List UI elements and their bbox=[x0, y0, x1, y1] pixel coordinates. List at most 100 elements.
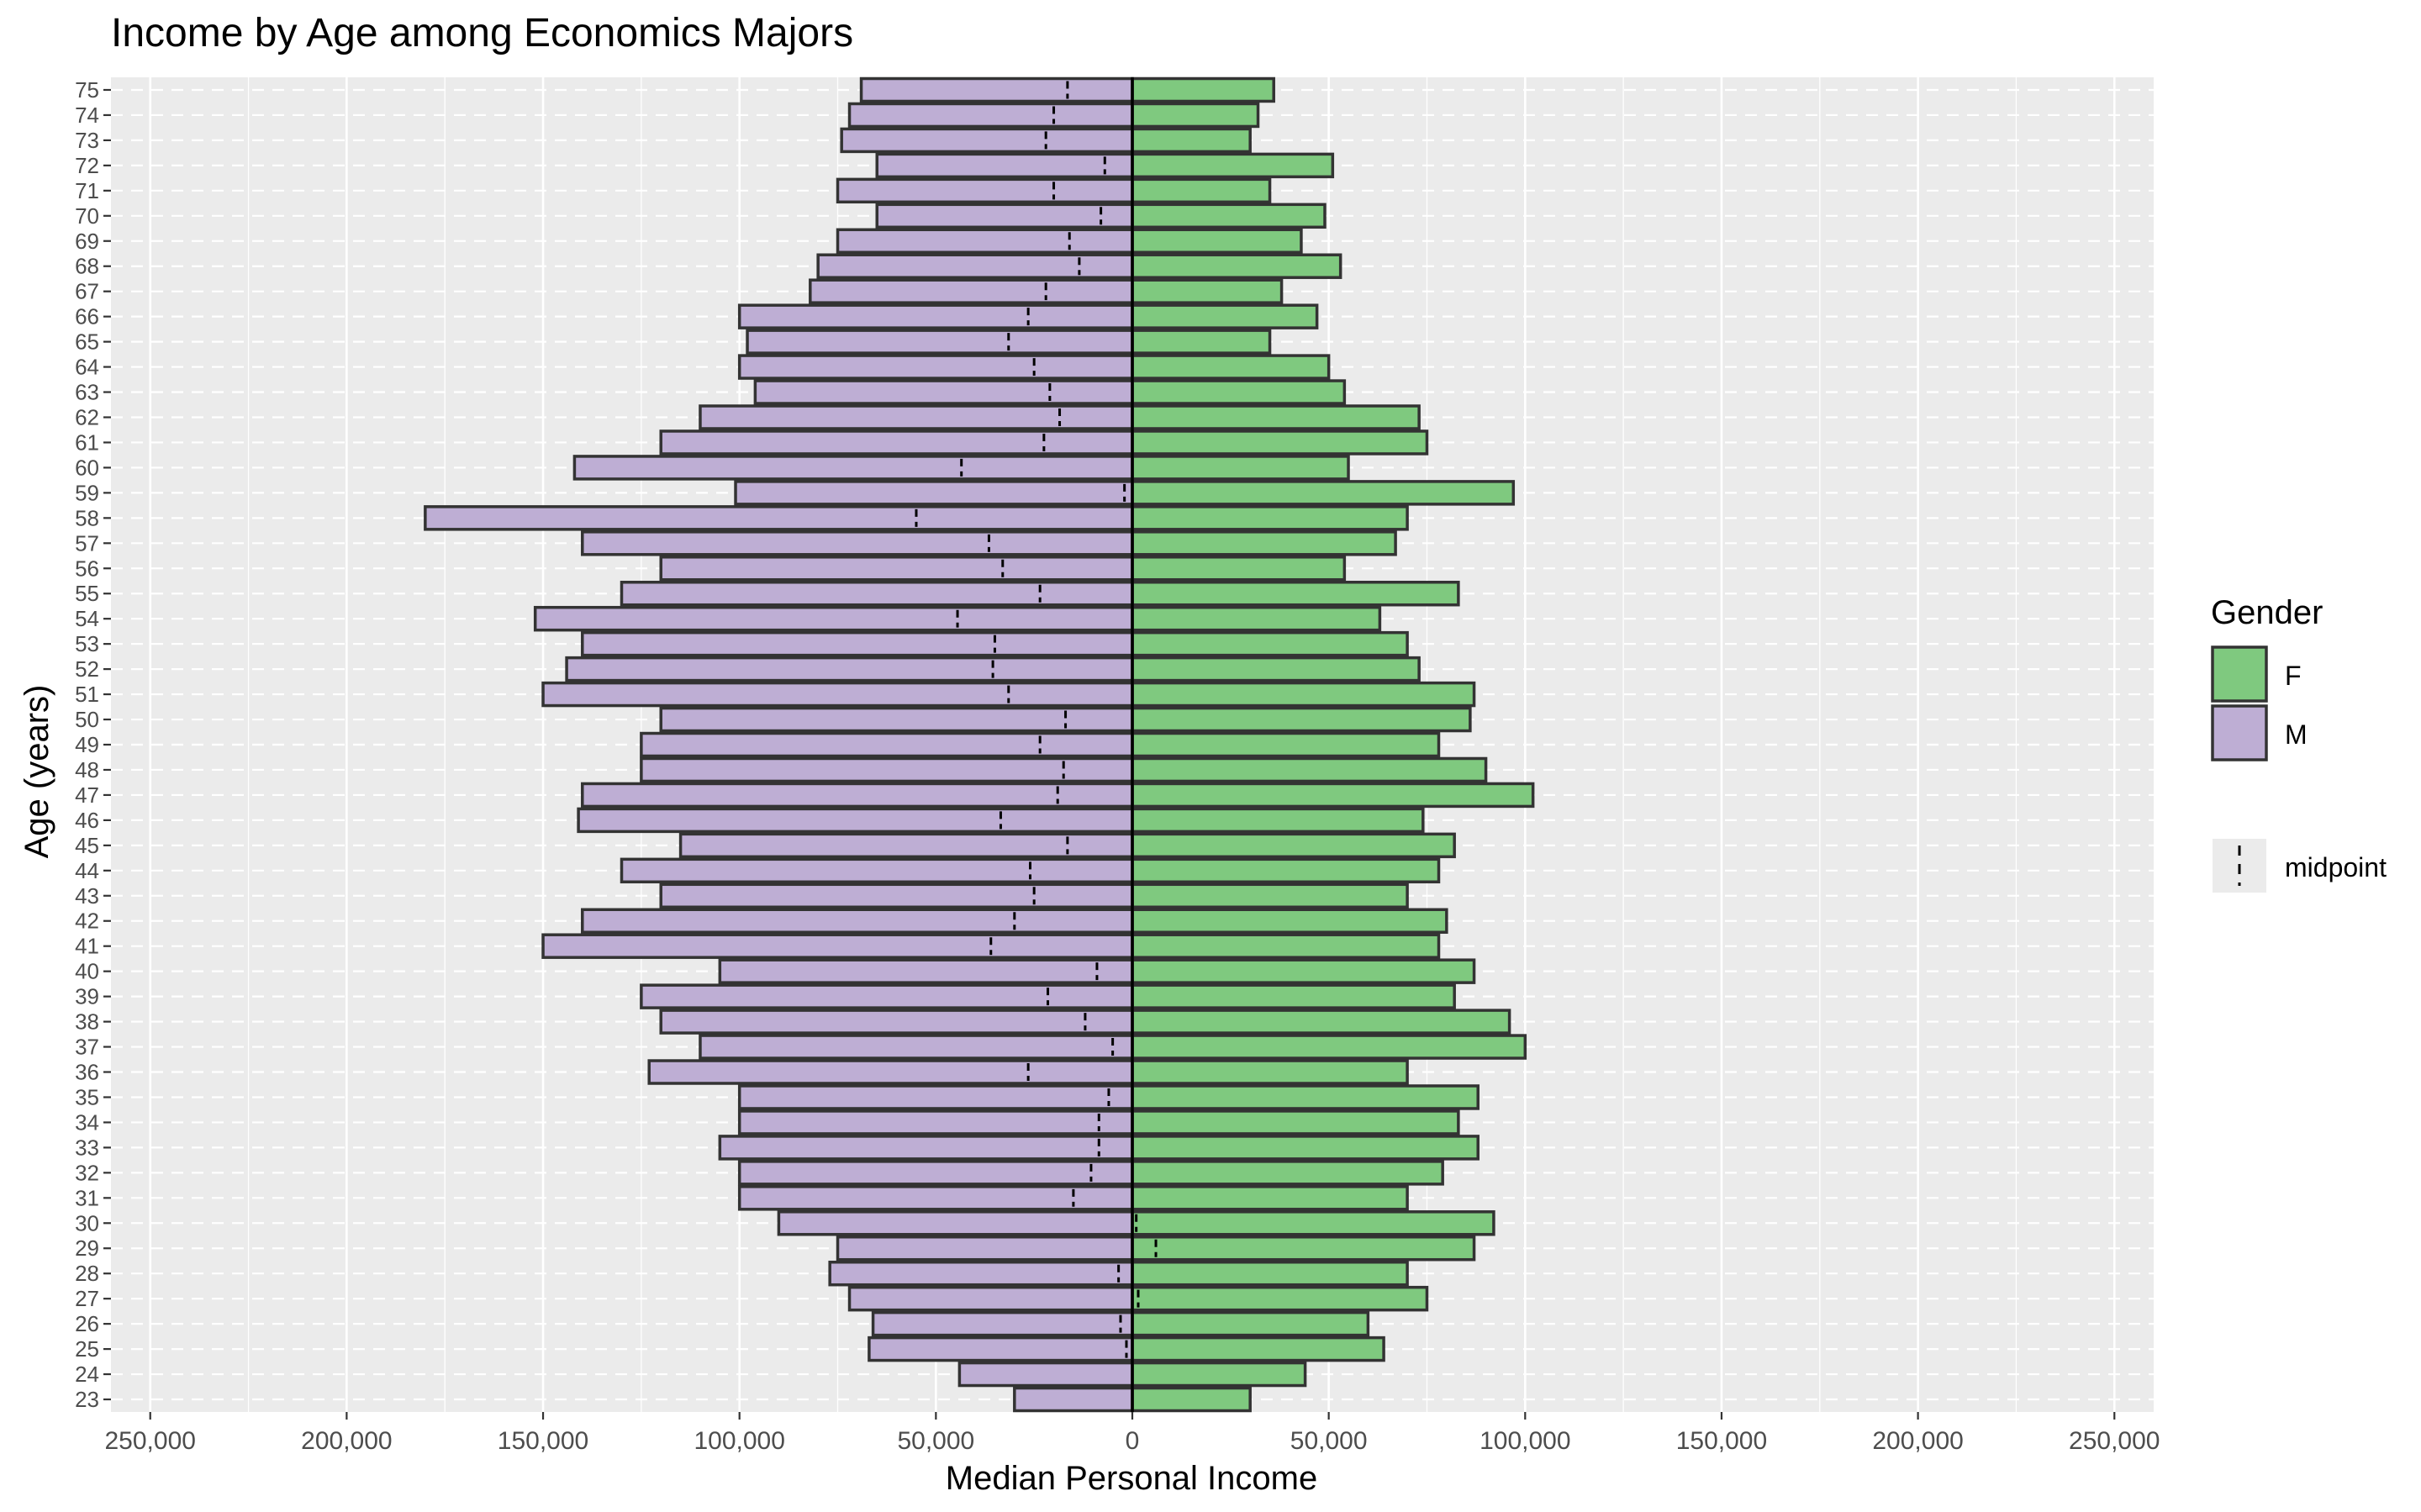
bar-f-age-29 bbox=[1131, 1235, 1476, 1262]
bar-m-age-40 bbox=[718, 958, 1134, 984]
bar-f-age-34 bbox=[1131, 1109, 1460, 1135]
bar-m-age-32 bbox=[737, 1160, 1134, 1186]
bar-f-age-51 bbox=[1131, 681, 1476, 708]
bar-f-age-37 bbox=[1131, 1034, 1527, 1060]
bar-f-age-52 bbox=[1131, 656, 1421, 682]
x-axis-title: Median Personal Income bbox=[946, 1460, 1317, 1497]
bar-m-age-50 bbox=[659, 706, 1134, 733]
bar-m-age-57 bbox=[581, 530, 1134, 556]
bar-f-age-48 bbox=[1131, 756, 1488, 783]
bar-f-age-49 bbox=[1131, 731, 1441, 758]
y-tick-label: 27 bbox=[75, 1286, 99, 1311]
bar-m-age-68 bbox=[816, 253, 1134, 279]
bar-m-age-45 bbox=[678, 832, 1134, 859]
y-tick-label: 67 bbox=[75, 279, 99, 304]
bar-m-age-35 bbox=[737, 1084, 1134, 1110]
x-tick-label: 250,000 bbox=[2069, 1427, 2160, 1455]
bar-f-age-32 bbox=[1131, 1160, 1444, 1186]
bar-m-age-46 bbox=[577, 807, 1134, 834]
bar-f-age-66 bbox=[1131, 303, 1319, 329]
y-tick-label: 64 bbox=[75, 355, 99, 380]
bar-m-age-23 bbox=[1013, 1386, 1134, 1413]
bar-f-age-27 bbox=[1131, 1285, 1429, 1312]
bar-f-age-73 bbox=[1131, 127, 1252, 154]
bar-m-age-25 bbox=[868, 1336, 1134, 1362]
bar-f-age-47 bbox=[1131, 782, 1535, 809]
y-tick-label: 39 bbox=[75, 984, 99, 1009]
bar-f-age-38 bbox=[1131, 1009, 1511, 1035]
y-tick-label: 59 bbox=[75, 480, 99, 505]
bar-m-age-53 bbox=[581, 630, 1134, 657]
bar-m-age-54 bbox=[533, 605, 1134, 632]
y-tick-label: 24 bbox=[75, 1362, 99, 1387]
bar-m-age-43 bbox=[659, 882, 1134, 909]
legend-label-m: M bbox=[2285, 719, 2308, 750]
y-tick-label: 49 bbox=[75, 732, 99, 757]
y-tick-label: 71 bbox=[75, 178, 99, 203]
y-tick-label: 51 bbox=[75, 682, 99, 707]
x-tick-label: 200,000 bbox=[301, 1427, 392, 1455]
y-tick-label: 44 bbox=[75, 858, 99, 883]
bar-f-age-56 bbox=[1131, 556, 1347, 582]
legend-label-f: F bbox=[2285, 661, 2302, 691]
bar-m-age-27 bbox=[847, 1285, 1134, 1312]
bar-f-age-24 bbox=[1131, 1361, 1307, 1388]
bar-m-age-29 bbox=[836, 1235, 1134, 1262]
bar-f-age-50 bbox=[1131, 706, 1472, 733]
bar-m-age-73 bbox=[840, 127, 1134, 154]
y-tick-label: 74 bbox=[75, 103, 99, 128]
y-tick-label: 56 bbox=[75, 556, 99, 581]
legend: Gender F M midpoint bbox=[2211, 594, 2387, 893]
bar-f-age-68 bbox=[1131, 253, 1342, 279]
y-tick-label: 65 bbox=[75, 329, 99, 355]
bar-f-age-40 bbox=[1131, 958, 1476, 984]
bar-m-age-60 bbox=[572, 455, 1134, 481]
bar-m-age-66 bbox=[737, 303, 1134, 329]
y-tick-label: 43 bbox=[75, 883, 99, 909]
bar-f-age-75 bbox=[1131, 76, 1275, 103]
bar-m-age-63 bbox=[753, 379, 1134, 405]
bar-f-age-39 bbox=[1131, 983, 1456, 1009]
bar-m-age-72 bbox=[875, 152, 1134, 179]
bar-f-age-61 bbox=[1131, 429, 1429, 456]
y-tick-label: 62 bbox=[75, 404, 99, 429]
bar-f-age-60 bbox=[1131, 455, 1350, 481]
y-tick-label: 73 bbox=[75, 128, 99, 153]
bar-m-age-37 bbox=[699, 1034, 1134, 1060]
bar-f-age-36 bbox=[1131, 1059, 1409, 1085]
bar-f-age-45 bbox=[1131, 832, 1456, 859]
bar-m-age-38 bbox=[659, 1009, 1134, 1035]
y-tick-label: 69 bbox=[75, 229, 99, 254]
y-tick-label: 54 bbox=[75, 606, 99, 631]
bar-f-age-63 bbox=[1131, 379, 1347, 405]
bar-m-age-24 bbox=[957, 1361, 1134, 1388]
bar-f-age-33 bbox=[1131, 1135, 1480, 1161]
bar-f-age-58 bbox=[1131, 505, 1409, 531]
bar-m-age-56 bbox=[659, 556, 1134, 582]
bar-m-age-44 bbox=[620, 857, 1134, 884]
bar-f-age-23 bbox=[1131, 1386, 1252, 1413]
bar-m-age-74 bbox=[847, 102, 1134, 129]
y-tick-label: 75 bbox=[75, 77, 99, 103]
y-tick-label: 60 bbox=[75, 455, 99, 480]
y-tick-label: 32 bbox=[75, 1160, 99, 1185]
midpoint-group bbox=[915, 81, 1158, 1409]
bar-m-age-71 bbox=[836, 177, 1134, 204]
x-tick-label: 50,000 bbox=[1290, 1427, 1368, 1455]
y-tick-label: 50 bbox=[75, 707, 99, 732]
y-tick-label: 53 bbox=[75, 631, 99, 656]
bar-f-age-65 bbox=[1131, 329, 1272, 355]
bar-m-age-47 bbox=[581, 782, 1134, 809]
bar-m-age-61 bbox=[659, 429, 1134, 456]
bar-m-age-28 bbox=[828, 1260, 1134, 1287]
y-tick-label: 58 bbox=[75, 505, 99, 530]
y-tick-label: 35 bbox=[75, 1084, 99, 1109]
bar-m-age-36 bbox=[647, 1059, 1134, 1085]
bar-m-age-55 bbox=[620, 580, 1134, 607]
x-tick-label: 150,000 bbox=[1676, 1427, 1767, 1455]
x-tick-label: 0 bbox=[1126, 1427, 1140, 1455]
bar-f-age-44 bbox=[1131, 857, 1441, 884]
y-tick-label: 55 bbox=[75, 581, 99, 606]
